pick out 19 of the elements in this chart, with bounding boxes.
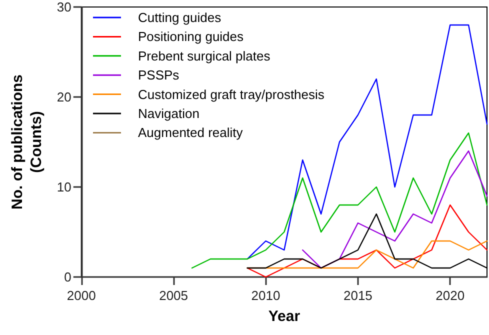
legend-label: Prebent surgical plates: [138, 48, 271, 64]
x-tick-label: 2000: [66, 288, 96, 303]
y-tick-label: 10: [56, 180, 72, 194]
legend-label: Positioning guides: [138, 29, 244, 44]
y-tick-label: 0: [64, 270, 72, 284]
legend-label: Customized graft tray/prosthesis: [138, 86, 325, 102]
legend-label: Navigation: [138, 106, 200, 121]
x-tick-label: 2005: [159, 288, 188, 303]
line-series: [302, 150, 488, 269]
legend-label: Cutting guides: [138, 10, 222, 25]
x-axis-title: Year: [268, 308, 300, 325]
y-tick-label: 20: [56, 90, 72, 104]
y-axis-title: No. of publications (Counts): [9, 74, 45, 210]
x-tick-label: 2010: [251, 288, 280, 303]
x-tick-label: 2020: [436, 288, 465, 303]
legend-label: Augmented reality: [138, 125, 244, 140]
x-tick-label: 2015: [343, 288, 372, 303]
legend-label: PSSPs: [138, 68, 180, 83]
y-tick-label: 30: [56, 0, 72, 14]
